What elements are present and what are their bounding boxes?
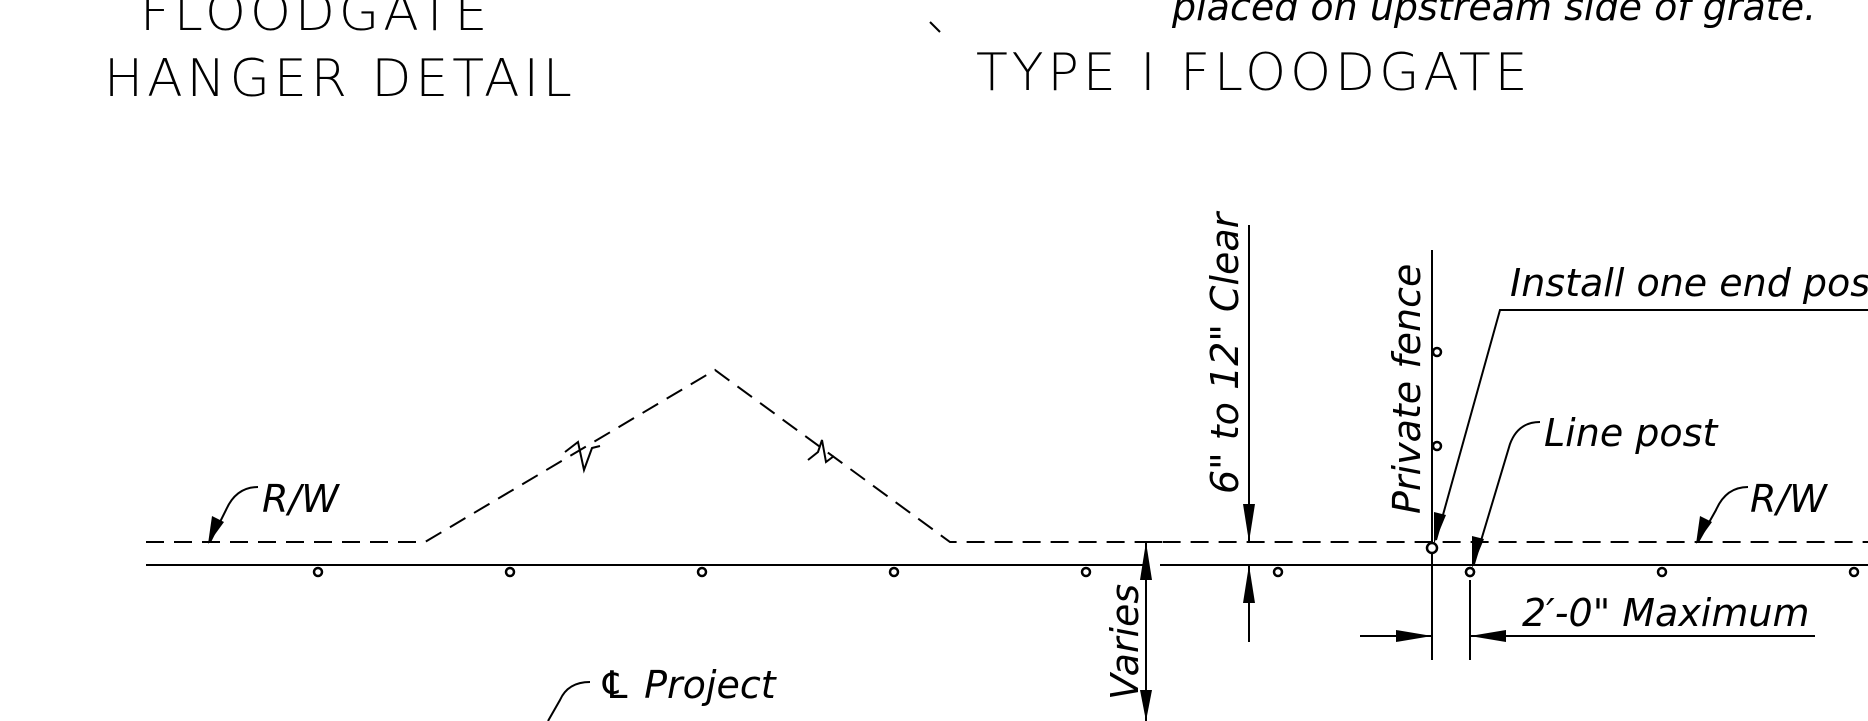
max-spacing-dimension [1360, 580, 1815, 660]
private-fence-label: Private fence [1385, 264, 1429, 514]
line-post [1464, 566, 1476, 578]
varies-label: Varies [1103, 584, 1147, 700]
clearance-dimension [1243, 225, 1255, 642]
hanger-title-line1: FLOODGATE [140, 0, 491, 43]
type-title: TYPE I FLOODGATE [976, 43, 1532, 103]
rw-right-label: R/W [1750, 477, 1828, 521]
top-note: placed on upstream side of grate. [1171, 0, 1816, 29]
max-spacing-label: 2′-0" Maximum [1522, 591, 1810, 635]
rw-right-leader [1696, 486, 1749, 544]
private-fence-post-upper [1431, 346, 1443, 358]
install-end-post-label: Install one end pos [1510, 261, 1868, 305]
varies-dimension [1140, 541, 1162, 721]
top-note-tick [929, 21, 941, 33]
hanger-title-line2: HANGER DETAIL [104, 49, 576, 109]
line-post-leader [1472, 421, 1541, 568]
rw-left-leader [208, 486, 259, 544]
end-post-leader [1434, 309, 1868, 544]
rw-left-label: R/W [262, 477, 340, 521]
project-cl-leader [547, 681, 591, 721]
right-of-way-line [146, 368, 1868, 543]
project-cl-label: ℄ Project [598, 663, 778, 707]
fence-posts [312, 566, 1860, 578]
private-fence-post-lower [1431, 440, 1443, 452]
end-post [1425, 541, 1439, 555]
clearance-label: 6" to 12" Clear [1203, 210, 1247, 494]
line-post-label: Line post [1544, 411, 1719, 455]
